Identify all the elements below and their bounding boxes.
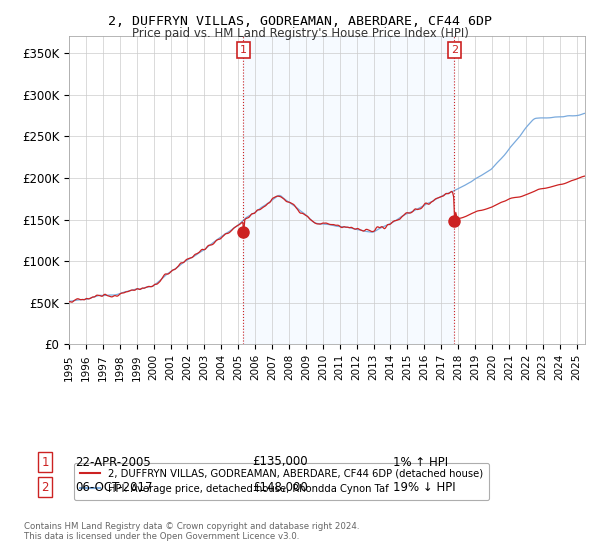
Text: 1: 1 (41, 455, 49, 469)
Text: 19% ↓ HPI: 19% ↓ HPI (393, 480, 455, 494)
Bar (243, 36, 454, 344)
Text: Price paid vs. HM Land Registry's House Price Index (HPI): Price paid vs. HM Land Registry's House … (131, 27, 469, 40)
Text: 2: 2 (41, 480, 49, 494)
Text: £135,000: £135,000 (252, 455, 308, 469)
Text: 2, DUFFRYN VILLAS, GODREAMAN, ABERDARE, CF44 6DP: 2, DUFFRYN VILLAS, GODREAMAN, ABERDARE, … (108, 15, 492, 28)
Text: 1% ↑ HPI: 1% ↑ HPI (393, 455, 448, 469)
Text: 06-OCT-2017: 06-OCT-2017 (75, 480, 152, 494)
Text: 22-APR-2005: 22-APR-2005 (75, 455, 151, 469)
Legend: 2, DUFFRYN VILLAS, GODREAMAN, ABERDARE, CF44 6DP (detached house), HPI: Average : 2, DUFFRYN VILLAS, GODREAMAN, ABERDARE, … (74, 463, 489, 500)
Text: £148,000: £148,000 (252, 480, 308, 494)
Text: Contains HM Land Registry data © Crown copyright and database right 2024.
This d: Contains HM Land Registry data © Crown c… (24, 522, 359, 542)
Text: 1: 1 (240, 45, 247, 55)
Text: 2: 2 (451, 45, 458, 55)
